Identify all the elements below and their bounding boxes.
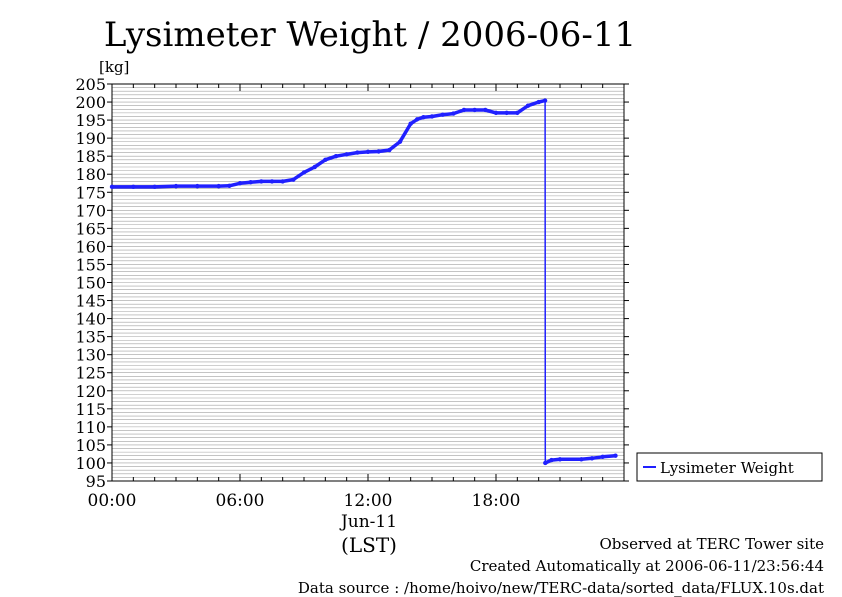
y-tick-label: 110 [75,418,106,437]
y-tick-label: 105 [75,436,106,455]
y-axis: 9510010511011512012513013514014515015516… [75,75,629,491]
data-source-note: Data source : /home/hoivo/new/TERC-data/… [297,579,824,597]
y-tick-label: 180 [75,165,106,184]
created-note: Created Automatically at 2006-06-11/23:5… [469,557,824,575]
y-tick-label: 115 [75,400,106,419]
legend: Lysimeter Weight [636,452,823,482]
series-segment [112,98,546,189]
y-tick-label: 130 [75,346,106,365]
y-tick-label: 145 [75,292,106,311]
x-tick-label: 12:00 [344,491,393,511]
y-tick-label: 205 [75,75,106,94]
y-tick-label: 190 [75,129,106,148]
y-axis-unit: [kg] [99,58,129,76]
y-tick-label: 160 [75,237,106,256]
y-tick-label: 185 [75,147,106,166]
y-tick-label: 170 [75,201,106,220]
y-tick-label: 165 [75,219,106,238]
y-tick-label: 195 [75,111,106,130]
y-tick-label: 95 [86,472,106,491]
y-tick-label: 200 [75,93,106,112]
x-tick-label: 00:00 [88,491,137,511]
y-tick-label: 175 [75,183,106,202]
y-tick-label: 135 [75,328,106,347]
y-tick-label: 100 [75,454,106,473]
legend-box [636,452,823,482]
y-tick-label: 120 [75,382,106,401]
x-axis-label: (LST) [341,533,397,557]
x-tick-label: 18:00 [472,491,521,511]
y-tick-label: 140 [75,310,106,329]
x-axis-date-label: Jun-11 [339,512,397,532]
series-segment [544,453,616,465]
series-layer [109,98,618,466]
grid [112,87,624,478]
y-tick-label: 155 [75,255,106,274]
legend-entry: Lysimeter Weight [660,459,794,477]
x-tick-label: 06:00 [216,491,265,511]
observed-note: Observed at TERC Tower site [599,535,824,553]
chart-title: Lysimeter Weight / 2006-06-11 [104,15,636,55]
x-axis: 00:00 06:00 12:00 18:00 [88,84,604,511]
y-tick-label: 125 [75,364,106,383]
y-tick-label: 150 [75,274,106,293]
